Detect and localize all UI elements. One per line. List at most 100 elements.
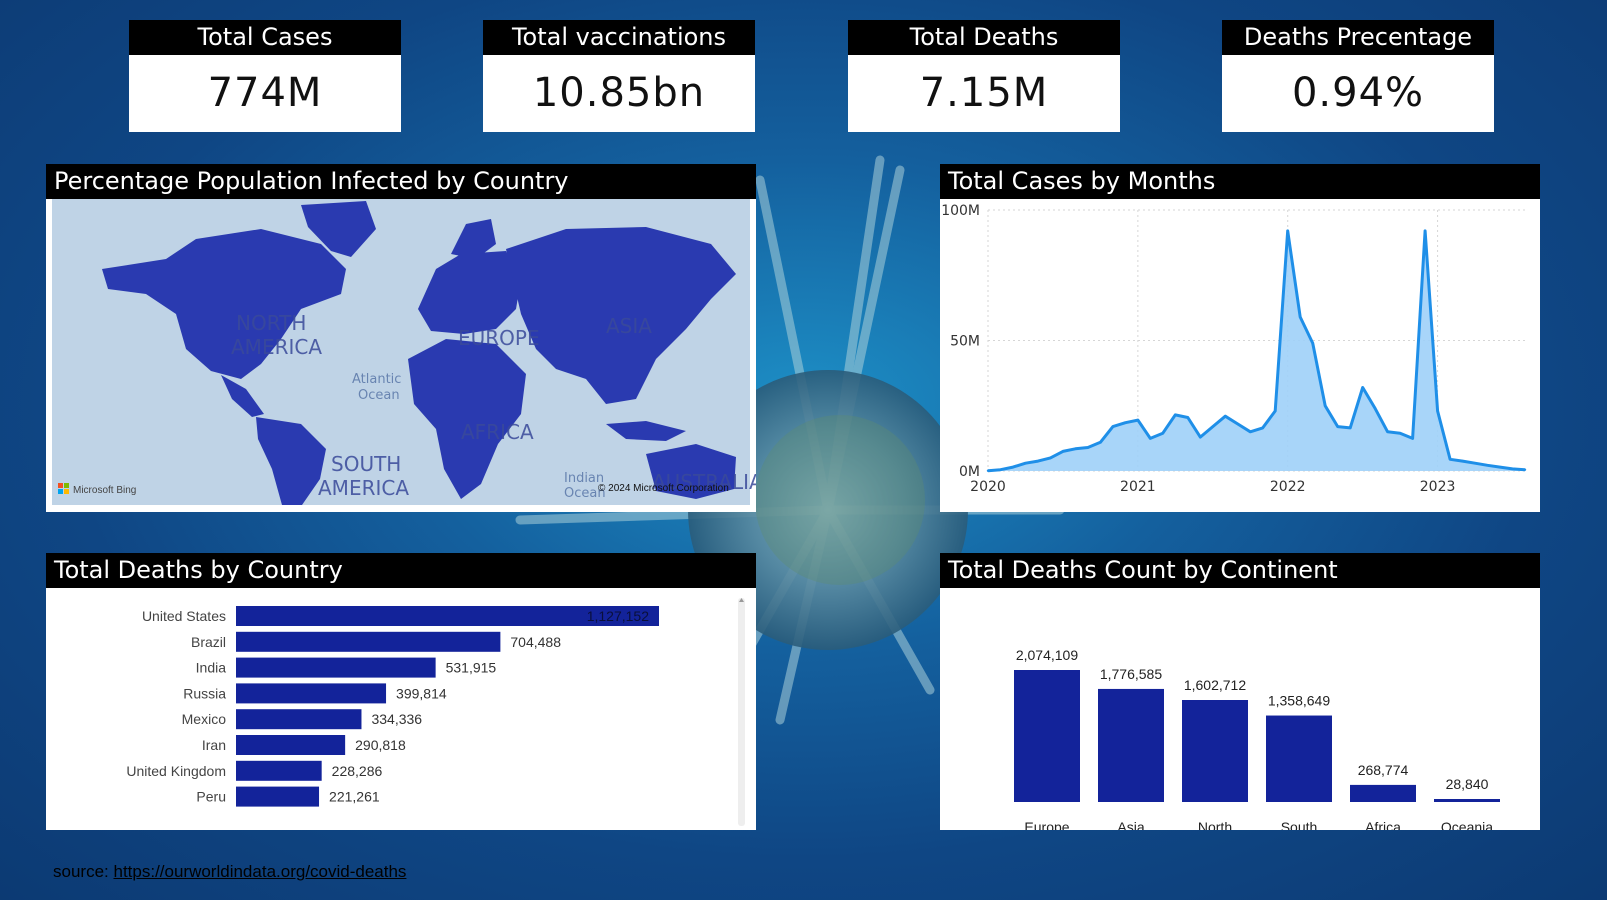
data-point (1398, 431, 1402, 435)
map-scandinavia (451, 219, 496, 259)
bar (236, 709, 362, 730)
x-tick-label: 2022 (1270, 479, 1306, 495)
data-point (1111, 425, 1115, 428)
world-map[interactable]: NORTH AMERICA EUROPE ASIA AFRICA SOUTH A… (46, 199, 756, 512)
bar (1266, 715, 1332, 802)
scrollbar[interactable] (738, 598, 745, 826)
bar (236, 786, 320, 807)
data-label: 704,488 (510, 634, 561, 650)
label-north-america: AMERICA (231, 335, 322, 359)
data-point (1323, 404, 1327, 407)
kpi-label: Total Cases (129, 20, 401, 55)
data-point (1099, 441, 1102, 444)
data-point (1086, 446, 1090, 449)
data-point (1299, 315, 1302, 319)
label-asia: ASIA (606, 314, 652, 338)
data-label: 28,840 (1446, 776, 1489, 792)
category-label: United States (142, 608, 226, 624)
data-point (1511, 467, 1514, 471)
kpi-total-vaccinations: Total vaccinations 10.85bn (483, 20, 755, 132)
kpi-value: 7.15M (919, 70, 1049, 116)
data-point (1486, 464, 1489, 467)
data-point (1199, 435, 1202, 439)
data-point (1461, 459, 1464, 463)
category-label: United Kingdom (126, 763, 226, 779)
map-attribution: © 2024 Microsoft Corporation (598, 483, 729, 494)
data-point (1049, 456, 1052, 460)
map-africa (408, 339, 526, 499)
deaths-country-chart[interactable]: United States 1,127,152 Brazil 704,488 India… (46, 588, 756, 830)
bar (1434, 799, 1500, 802)
cases-months-panel: Total Cases by Months 0M 50M 100M 2020 2021 2… (940, 164, 1540, 512)
map-south-america (256, 417, 326, 505)
data-point (1261, 426, 1264, 430)
bar (236, 631, 501, 652)
source-note: source: https://ourworldindata.org/covid… (53, 862, 406, 882)
source-prefix: source: (53, 862, 114, 881)
y-tick-label: 50M (950, 334, 980, 350)
data-point (1336, 425, 1339, 428)
bar (236, 657, 436, 678)
deaths-country-title: Total Deaths by Country (46, 553, 756, 588)
kpi-label: Total Deaths (848, 20, 1120, 55)
map-greenland (301, 201, 376, 257)
map-australia (646, 444, 736, 499)
data-point (1373, 407, 1377, 410)
category-label: Brazil (191, 634, 226, 650)
source-link[interactable]: https://ourworldindata.org/covid-deaths (113, 862, 407, 881)
data-point (1348, 426, 1352, 430)
map-asia (506, 227, 736, 404)
category-label: India (196, 660, 227, 676)
y-tick-label: 100M (941, 203, 980, 219)
kpi-total-deaths: Total Deaths 7.15M (848, 20, 1120, 132)
kpi-value: 10.85bn (532, 70, 706, 116)
data-point (1361, 386, 1364, 389)
data-point (1186, 416, 1190, 419)
kpi-total-cases: Total Cases 774M (129, 20, 401, 132)
x-tick-label: 2023 (1420, 479, 1456, 495)
data-point (1236, 422, 1239, 426)
cases-months-chart[interactable]: 0M 50M 100M 2020 2021 2022 2023 (940, 199, 1540, 512)
bar (1098, 688, 1164, 802)
data-point (1036, 459, 1040, 463)
data-label: 531,915 (446, 660, 497, 676)
bar (236, 683, 387, 704)
category-label: Iran (202, 737, 226, 753)
data-point (1523, 468, 1527, 471)
data-point (1423, 229, 1427, 233)
category-label: Oceania (1441, 819, 1493, 830)
x-tick-label: 2021 (1120, 479, 1156, 495)
cases-months-title: Total Cases by Months (940, 164, 1540, 199)
data-point (1436, 409, 1439, 413)
label-indian: Ocean (564, 486, 606, 501)
data-point (986, 469, 990, 472)
data-label: 290,818 (355, 737, 406, 753)
data-point (1161, 431, 1165, 435)
data-point (1311, 341, 1314, 345)
data-point (1411, 437, 1414, 440)
label-atlantic: Ocean (358, 388, 400, 403)
data-point (1124, 421, 1127, 424)
data-point (1286, 229, 1289, 233)
map-europe (418, 251, 521, 334)
data-point (1074, 447, 1077, 451)
deaths-continent-chart[interactable]: 2,074,109 Europe 1,776,585 Asia 1,602,712 Nor… (940, 588, 1540, 830)
map-north-america (102, 229, 346, 379)
bar (236, 735, 346, 755)
data-point (1211, 425, 1214, 428)
bar (236, 760, 322, 781)
data-label: 268,774 (1358, 762, 1409, 778)
category-label: Asia (1117, 819, 1144, 830)
label-australia: AUSTRALIA (652, 470, 756, 494)
kpi-deaths-percentage: Deaths Precentage 0.94% (1222, 20, 1494, 132)
y-tick-label: 0M (959, 464, 980, 480)
bing-logo-text: Microsoft Bing (73, 485, 136, 496)
label-atlantic: Atlantic (352, 372, 401, 387)
data-point (1024, 461, 1027, 465)
data-label: 221,261 (329, 789, 380, 805)
data-point (1386, 430, 1389, 434)
category-label: Russia (183, 685, 226, 701)
kpi-value: 0.94% (1291, 70, 1425, 116)
map-title: Percentage Population Infected by Countr… (46, 164, 756, 199)
data-label: 1,776,585 (1100, 666, 1162, 682)
